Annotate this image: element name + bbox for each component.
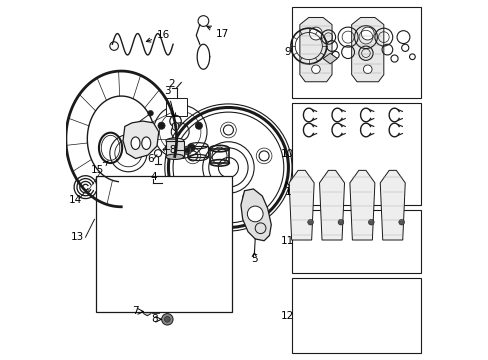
Text: 17: 17 <box>206 26 229 39</box>
Circle shape <box>309 27 322 40</box>
Bar <box>165 141 183 157</box>
Text: 15: 15 <box>91 161 108 175</box>
Text: 10: 10 <box>280 149 293 159</box>
Text: 3: 3 <box>164 86 175 117</box>
Bar <box>291 210 421 273</box>
Text: 16: 16 <box>146 30 170 42</box>
Bar <box>177 149 182 152</box>
Circle shape <box>164 316 170 322</box>
Polygon shape <box>299 18 331 82</box>
Text: 12: 12 <box>280 311 293 321</box>
Circle shape <box>307 219 313 225</box>
Circle shape <box>247 206 263 222</box>
Circle shape <box>337 219 343 225</box>
Polygon shape <box>380 170 405 240</box>
Text: 4: 4 <box>150 172 156 182</box>
Circle shape <box>147 111 153 116</box>
Circle shape <box>367 219 373 225</box>
Circle shape <box>162 314 173 325</box>
Bar <box>291 7 421 98</box>
Ellipse shape <box>165 138 183 143</box>
Polygon shape <box>123 121 159 158</box>
Ellipse shape <box>131 137 140 149</box>
Circle shape <box>398 219 404 225</box>
Circle shape <box>165 144 172 151</box>
Bar <box>291 278 421 353</box>
Text: 8: 8 <box>151 314 158 324</box>
Polygon shape <box>323 53 337 64</box>
Text: 7: 7 <box>132 306 139 316</box>
Bar <box>96 176 231 312</box>
Bar <box>165 98 187 116</box>
Circle shape <box>188 144 195 151</box>
Circle shape <box>184 148 189 153</box>
Bar <box>291 103 421 205</box>
Text: 9: 9 <box>284 48 290 58</box>
Polygon shape <box>172 122 178 131</box>
Bar <box>188 146 207 157</box>
Polygon shape <box>143 307 151 316</box>
Bar <box>151 310 159 313</box>
Text: 2: 2 <box>167 78 174 89</box>
Polygon shape <box>241 189 271 241</box>
Polygon shape <box>288 170 313 240</box>
Ellipse shape <box>142 137 150 149</box>
Text: 13: 13 <box>71 232 84 242</box>
Bar <box>209 149 229 163</box>
Circle shape <box>158 122 165 129</box>
Circle shape <box>311 65 320 73</box>
Text: 5: 5 <box>250 252 257 264</box>
Ellipse shape <box>165 154 183 159</box>
Polygon shape <box>351 18 383 82</box>
Text: 14: 14 <box>69 195 82 204</box>
Circle shape <box>195 122 202 129</box>
Circle shape <box>183 146 191 155</box>
Polygon shape <box>319 170 344 240</box>
Text: 1: 1 <box>285 181 291 197</box>
Circle shape <box>110 135 147 172</box>
Polygon shape <box>349 170 374 240</box>
Circle shape <box>176 109 183 116</box>
Circle shape <box>361 27 373 40</box>
Circle shape <box>363 65 371 73</box>
Text: 6: 6 <box>147 154 154 164</box>
Text: ←8: ←8 <box>162 145 177 156</box>
Text: 11: 11 <box>280 237 293 247</box>
